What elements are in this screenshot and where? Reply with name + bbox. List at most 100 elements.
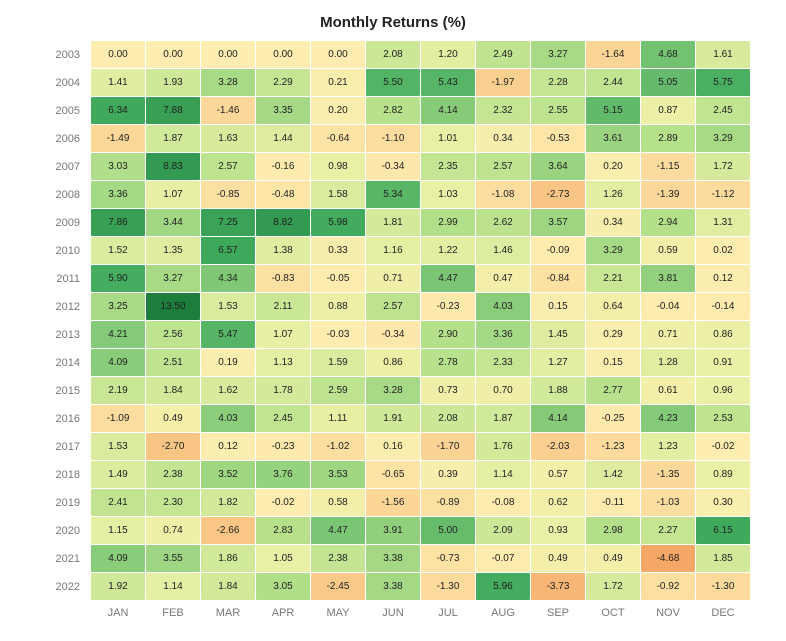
heatmap-cell: -2.70 (146, 433, 200, 460)
heatmap-cell: -0.48 (256, 181, 310, 208)
heatmap-cell: -1.09 (91, 405, 145, 432)
heatmap-cell: -0.07 (476, 545, 530, 572)
heatmap-cell: -0.92 (641, 573, 695, 600)
heatmap-cell: 5.90 (91, 265, 145, 292)
heatmap-cell: 3.52 (201, 461, 255, 488)
heatmap-cell: 0.98 (311, 153, 365, 180)
heatmap-cell: 4.47 (421, 265, 475, 292)
heatmap-cell: -0.11 (586, 489, 640, 516)
heatmap-cell: 1.27 (531, 349, 585, 376)
heatmap-cell: 3.76 (256, 461, 310, 488)
heatmap-cell: 3.38 (366, 573, 420, 600)
heatmap-cell: -0.16 (256, 153, 310, 180)
heatmap-cell: 1.63 (201, 125, 255, 152)
heatmap-cell: -0.14 (696, 293, 750, 320)
year-label: 2016 (36, 405, 90, 432)
heatmap-cell: -2.66 (201, 517, 255, 544)
year-label: 2019 (36, 489, 90, 516)
heatmap-cell: 4.09 (91, 349, 145, 376)
heatmap-cell: -3.73 (531, 573, 585, 600)
heatmap-cell: 1.44 (256, 125, 310, 152)
heatmap-cell: -0.23 (421, 293, 475, 320)
year-label: 2015 (36, 377, 90, 404)
heatmap-cell: 0.49 (146, 405, 200, 432)
heatmap-cell: 0.70 (476, 377, 530, 404)
heatmap-cell: 3.29 (696, 125, 750, 152)
heatmap-cell: 4.09 (91, 545, 145, 572)
heatmap-cell: -0.34 (366, 153, 420, 180)
heatmap-cell: -1.08 (476, 181, 530, 208)
heatmap-cell: -1.12 (696, 181, 750, 208)
heatmap-cell: 0.71 (366, 265, 420, 292)
heatmap-cell: 2.89 (641, 125, 695, 152)
heatmap-cell: 0.71 (641, 321, 695, 348)
heatmap-cell: -0.23 (256, 433, 310, 460)
heatmap-cell: 1.23 (641, 433, 695, 460)
month-label: OCT (586, 601, 640, 628)
heatmap-cell: 1.14 (146, 573, 200, 600)
heatmap-cell: 1.31 (696, 209, 750, 236)
heatmap-cell: 0.00 (256, 41, 310, 68)
heatmap-cell: 0.47 (476, 265, 530, 292)
heatmap-cell: -1.97 (476, 69, 530, 96)
heatmap-cell: 2.53 (696, 405, 750, 432)
heatmap-cell: 2.83 (256, 517, 310, 544)
heatmap-cell: 1.07 (256, 321, 310, 348)
heatmap-cell: -0.25 (586, 405, 640, 432)
year-label: 2013 (36, 321, 90, 348)
heatmap-cell: 1.35 (146, 237, 200, 264)
heatmap-cell: 0.61 (641, 377, 695, 404)
heatmap-cell: 1.58 (311, 181, 365, 208)
heatmap-cell: 1.85 (696, 545, 750, 572)
heatmap-cell: 8.83 (146, 153, 200, 180)
heatmap-cell: 5.47 (201, 321, 255, 348)
heatmap-cell: 0.96 (696, 377, 750, 404)
heatmap-cell: 2.57 (476, 153, 530, 180)
heatmap-cell: 1.20 (421, 41, 475, 68)
year-label: 2008 (36, 181, 90, 208)
heatmap-cell: 0.12 (201, 433, 255, 460)
heatmap-cell: -1.02 (311, 433, 365, 460)
heatmap-cell: 7.86 (91, 209, 145, 236)
heatmap-cell: -0.05 (311, 265, 365, 292)
heatmap-cell: 0.20 (586, 153, 640, 180)
heatmap-cell: 0.49 (531, 545, 585, 572)
heatmap-cell: 1.45 (531, 321, 585, 348)
heatmap-cell: 1.41 (91, 69, 145, 96)
heatmap-cell: 2.99 (421, 209, 475, 236)
heatmap-cell: 0.86 (696, 321, 750, 348)
heatmap-cell: 4.68 (641, 41, 695, 68)
heatmap-cell: 0.58 (311, 489, 365, 516)
month-label: JUN (366, 601, 420, 628)
heatmap-cell: 2.11 (256, 293, 310, 320)
heatmap-cell: 2.38 (311, 545, 365, 572)
heatmap-cell: -0.09 (531, 237, 585, 264)
heatmap-cell: 1.84 (146, 377, 200, 404)
heatmap-cell: 1.87 (146, 125, 200, 152)
heatmap-cell: 0.59 (641, 237, 695, 264)
heatmap-cell: 5.00 (421, 517, 475, 544)
heatmap-cell: 0.33 (311, 237, 365, 264)
heatmap-cell: 5.96 (476, 573, 530, 600)
heatmap-cell: 0.00 (91, 41, 145, 68)
heatmap-cell: 0.87 (641, 97, 695, 124)
heatmap-cell: -0.84 (531, 265, 585, 292)
heatmap-cell: -0.04 (641, 293, 695, 320)
heatmap-cell: 1.86 (201, 545, 255, 572)
heatmap-cell: 1.62 (201, 377, 255, 404)
heatmap-cell: 2.33 (476, 349, 530, 376)
year-label: 2011 (36, 265, 90, 292)
heatmap-cell: 2.57 (201, 153, 255, 180)
heatmap-cell: 4.23 (641, 405, 695, 432)
heatmap-cell: 2.08 (366, 41, 420, 68)
heatmap-cell: 4.34 (201, 265, 255, 292)
heatmap-cell: 1.49 (91, 461, 145, 488)
heatmap-cell: -0.83 (256, 265, 310, 292)
heatmap-cell: 0.02 (696, 237, 750, 264)
heatmap-cell: -2.45 (311, 573, 365, 600)
heatmap-cell: -2.73 (531, 181, 585, 208)
heatmap-cell: 2.21 (586, 265, 640, 292)
heatmap-cell: 1.78 (256, 377, 310, 404)
heatmap-cell: -0.02 (256, 489, 310, 516)
heatmap-cell: 0.93 (531, 517, 585, 544)
